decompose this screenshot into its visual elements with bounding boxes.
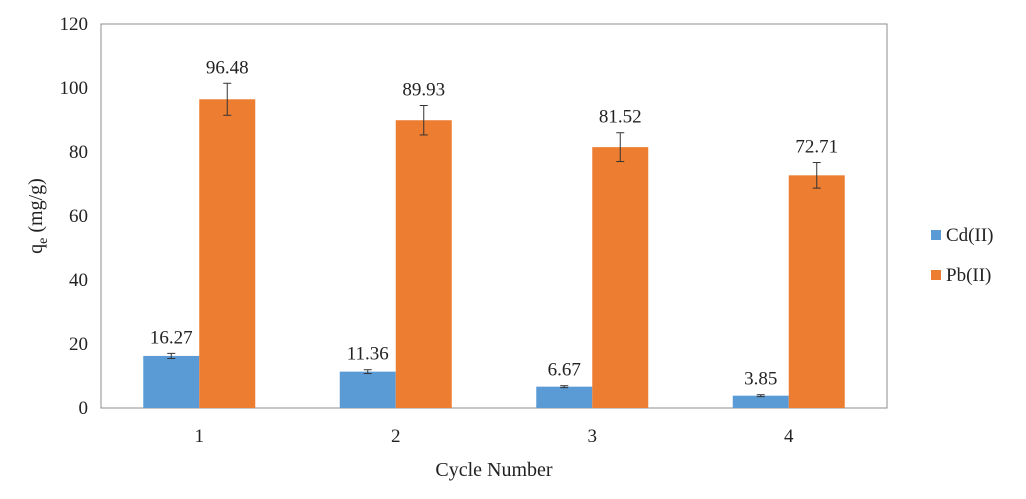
y-tick-label: 60 (69, 206, 88, 227)
legend-label-cd: Cd(II) (946, 225, 993, 246)
data-label-cd-ii-cycle-2: 11.36 (347, 344, 389, 365)
data-label-pb-ii-cycle-3: 81.52 (599, 107, 642, 128)
x-tick-label: 2 (391, 426, 401, 447)
x-axis-title: Cycle Number (435, 459, 553, 481)
bar-pb-ii-cycle-1 (199, 99, 256, 408)
bar-cd-ii-cycle-4 (732, 395, 789, 408)
error-bar-cd-ii-cycle-2 (363, 369, 372, 375)
legend-swatch-pb (931, 270, 941, 280)
y-axis-title-main: q (25, 244, 47, 254)
error-bar-pb-ii-cycle-2 (419, 105, 428, 136)
y-tick-label: 80 (69, 142, 88, 163)
bars-group (143, 82, 845, 409)
y-tick-label: 120 (60, 14, 89, 35)
data-label-cd-ii-cycle-3: 6.67 (548, 360, 581, 381)
x-tick-label: 3 (588, 426, 598, 447)
bar-pb-ii-cycle-2 (395, 120, 452, 408)
data-labels-group: 16.27 96.48 11.36 89.93 6.67 81.52 3.85 72.71 (150, 57, 838, 389)
legend-label-pb: Pb(II) (946, 265, 991, 286)
bar-pb-ii-cycle-4 (788, 175, 845, 408)
error-bar-cd-ii-cycle-4 (756, 394, 765, 398)
y-tick-label: 0 (79, 398, 89, 419)
x-axis: 1 2 3 4 (195, 426, 795, 447)
bar-cd-ii-cycle-1 (143, 355, 200, 408)
bar-cd-ii-cycle-2 (339, 371, 396, 408)
y-tick-label: 40 (69, 270, 88, 291)
y-tick-label: 20 (69, 334, 88, 355)
data-label-cd-ii-cycle-4: 3.85 (744, 369, 777, 390)
error-bar-cd-ii-cycle-3 (560, 385, 569, 389)
x-tick-label: 4 (784, 426, 794, 447)
x-tick-label: 1 (195, 426, 205, 447)
y-axis-title: qe (mg/g) (25, 178, 51, 254)
y-axis: 0 20 40 60 80 100 120 (60, 14, 89, 419)
y-tick-label: 100 (60, 78, 89, 99)
data-label-cd-ii-cycle-1: 16.27 (150, 327, 193, 348)
error-bar-pb-ii-cycle-3 (616, 132, 625, 163)
error-bar-pb-ii-cycle-4 (812, 162, 821, 189)
data-label-pb-ii-cycle-1: 96.48 (206, 57, 249, 78)
y-axis-title-sub: e (36, 238, 51, 244)
data-label-pb-ii-cycle-2: 89.93 (402, 80, 445, 101)
legend: Cd(II) Pb(II) (931, 225, 993, 286)
plot-area-frame (100, 23, 888, 409)
error-bar-cd-ii-cycle-1 (167, 352, 176, 359)
legend-swatch-cd (931, 230, 941, 240)
data-label-pb-ii-cycle-4: 72.71 (795, 137, 838, 158)
bar-cd-ii-cycle-3 (536, 386, 593, 408)
error-bar-pb-ii-cycle-1 (223, 82, 232, 116)
bar-pb-ii-cycle-3 (592, 147, 649, 409)
y-axis-title-unit: (mg/g) (25, 178, 47, 237)
